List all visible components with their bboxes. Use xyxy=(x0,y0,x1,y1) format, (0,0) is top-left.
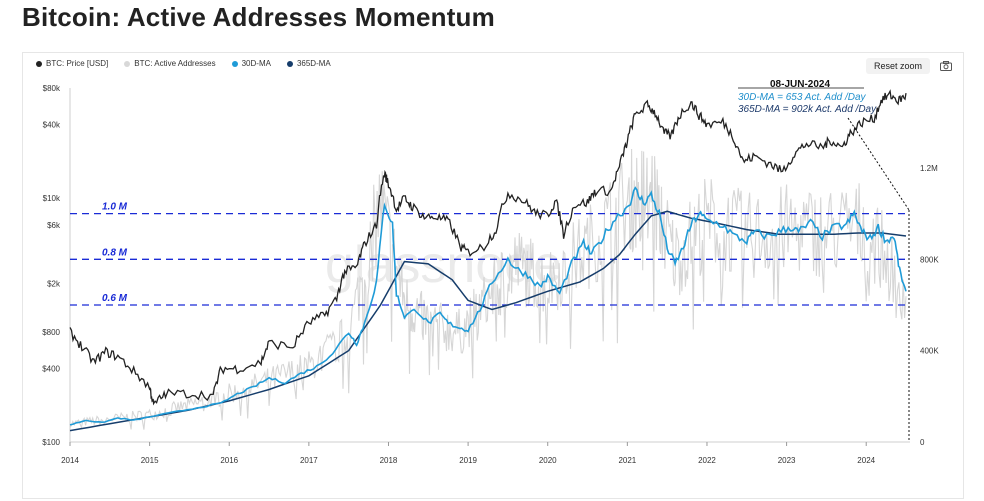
annotation-pointer xyxy=(847,117,910,211)
legend-dot-active-addresses xyxy=(124,60,131,67)
x-tick-label: 2016 xyxy=(220,456,238,465)
left-tick-label: $40k xyxy=(43,121,61,130)
price-series xyxy=(69,89,907,406)
x-tick-label: 2015 xyxy=(141,456,159,465)
left-tick-label: $100 xyxy=(42,438,60,447)
legend-label-price: BTC: Price [USD] xyxy=(46,59,109,68)
camera-icon[interactable] xyxy=(938,58,954,74)
ma365-line xyxy=(69,210,907,432)
legend-label-30d-ma: 30D-MA xyxy=(241,59,271,68)
legend-dot-365d-ma xyxy=(286,60,293,67)
left-tick-label: $400 xyxy=(42,365,60,374)
level-label: 1.0 M xyxy=(102,202,128,213)
page-title: Bitcoin: Active Addresses Momentum xyxy=(22,2,495,32)
x-tick-label: 2014 xyxy=(61,456,79,465)
x-tick-label: 2021 xyxy=(618,456,636,465)
left-tick-label: $6k xyxy=(47,221,61,230)
camera-glyph xyxy=(940,61,952,71)
x-tick-label: 2024 xyxy=(857,456,875,465)
ma365-series xyxy=(69,210,907,432)
legend-dot-30d-ma xyxy=(231,60,238,67)
x-tick-label: 2020 xyxy=(539,456,557,465)
legend: BTC: Price [USD] BTC: Active Addresses 3… xyxy=(36,59,331,68)
legend-dot-price xyxy=(36,60,42,67)
legend-item-30d-ma[interactable]: 30D-MA xyxy=(231,59,271,68)
annotation-date: 08-JUN-2024 xyxy=(770,79,830,90)
level-lines: 1.0 M 0.8 M 0.6 M xyxy=(70,202,910,306)
x-tick-label: 2022 xyxy=(698,456,716,465)
legend-label-active-addresses: BTC: Active Addresses xyxy=(134,59,216,68)
right-tick-label: 400K xyxy=(920,347,939,356)
ma30-series xyxy=(69,186,907,426)
x-tick-label: 2017 xyxy=(300,456,318,465)
legend-label-365d-ma: 365D-MA xyxy=(296,59,331,68)
x-tick-label: 2023 xyxy=(778,456,796,465)
level-label: 0.6 M xyxy=(102,293,128,304)
price-line xyxy=(69,89,907,406)
legend-item-active-addresses[interactable]: BTC: Active Addresses xyxy=(124,59,216,68)
reset-zoom-button[interactable]: Reset zoom xyxy=(866,58,930,74)
left-tick-label: $2k xyxy=(47,279,61,288)
left-tick-label: $800 xyxy=(42,328,60,337)
x-tick-label: 2018 xyxy=(380,456,398,465)
right-tick-label: 0 xyxy=(920,438,925,447)
axes: 2014 2015 2016 2017 2018 2019 2020 2021 2022 2023… xyxy=(42,84,939,465)
ma30-line xyxy=(69,186,907,426)
annotation-365d: 365D-MA = 902k Act. Add /Day xyxy=(738,104,877,115)
legend-item-365d-ma[interactable]: 365D-MA xyxy=(286,59,331,68)
plot-area xyxy=(69,88,910,443)
chart-frame xyxy=(22,52,964,499)
left-tick-label: $10k xyxy=(43,194,61,203)
annotation: 08-JUN-2024 30D-MA = 653 Act. Add /Day 3… xyxy=(738,79,910,440)
right-tick-label: 800K xyxy=(920,255,939,264)
level-label: 0.8 M xyxy=(102,247,128,258)
left-tick-label: $80k xyxy=(43,84,61,93)
right-tick-label: 1.2M xyxy=(920,164,938,173)
annotation-30d: 30D-MA = 653 Act. Add /Day xyxy=(738,92,867,103)
legend-item-price[interactable]: BTC: Price [USD] xyxy=(36,59,108,68)
x-tick-label: 2019 xyxy=(459,456,477,465)
